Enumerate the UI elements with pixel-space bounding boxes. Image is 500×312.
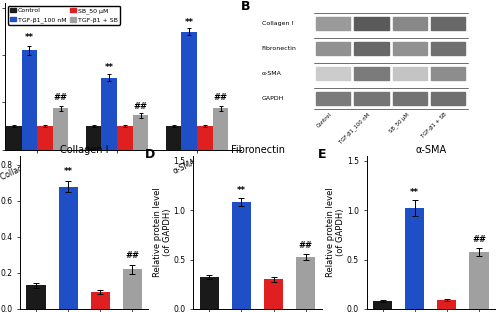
Bar <box>431 42 466 55</box>
Bar <box>26 285 46 309</box>
Bar <box>232 202 251 309</box>
Text: ##: ## <box>214 94 228 102</box>
Bar <box>393 42 427 55</box>
Bar <box>393 67 427 80</box>
Bar <box>296 256 316 309</box>
Text: α-SMA: α-SMA <box>262 71 281 76</box>
Bar <box>354 42 388 55</box>
Text: ##: ## <box>126 251 140 260</box>
Bar <box>373 301 392 309</box>
Legend: Control, TGF-β1_100 nM, SB_50 μM, TGF-β1 + SB: Control, TGF-β1_100 nM, SB_50 μM, TGF-β1… <box>8 6 120 25</box>
Bar <box>316 92 350 105</box>
Text: B: B <box>240 0 250 13</box>
Text: ##: ## <box>472 235 486 244</box>
Bar <box>37 126 53 150</box>
Bar <box>122 269 142 309</box>
Text: **: ** <box>105 63 114 72</box>
Bar <box>22 51 37 150</box>
Bar <box>437 300 456 309</box>
Bar <box>182 32 197 150</box>
Bar <box>354 67 388 80</box>
Bar <box>431 67 466 80</box>
Bar <box>117 126 133 150</box>
Bar <box>405 208 424 309</box>
Text: Control: Control <box>316 112 333 129</box>
Bar <box>431 17 466 30</box>
Text: Collagen I: Collagen I <box>262 21 293 26</box>
Text: **: ** <box>185 18 194 27</box>
Text: TGF-β1 + SB: TGF-β1 + SB <box>421 112 448 139</box>
Bar <box>393 92 427 105</box>
Text: D: D <box>144 149 155 161</box>
Bar <box>213 108 228 150</box>
Bar <box>393 17 427 30</box>
Bar <box>86 126 102 150</box>
Bar <box>316 17 350 30</box>
Text: E: E <box>318 149 326 161</box>
Bar <box>470 252 488 309</box>
Text: Fibronectin: Fibronectin <box>262 46 296 51</box>
Bar <box>316 67 350 80</box>
Bar <box>431 92 466 105</box>
Bar <box>354 17 388 30</box>
Text: TGF-β1_100 nM: TGF-β1_100 nM <box>338 112 372 145</box>
Text: ##: ## <box>298 241 312 250</box>
Title: Fibronectin: Fibronectin <box>230 145 284 155</box>
Bar <box>133 115 148 150</box>
Y-axis label: Relative protein level
(of GAPDH): Relative protein level (of GAPDH) <box>153 188 172 277</box>
Title: Collagen I: Collagen I <box>60 145 108 155</box>
Title: α-SMA: α-SMA <box>415 145 446 155</box>
Bar <box>58 187 78 309</box>
Text: **: ** <box>237 187 246 195</box>
Bar <box>166 126 182 150</box>
Bar <box>200 277 219 309</box>
Text: **: ** <box>25 33 34 42</box>
Text: ##: ## <box>54 94 68 102</box>
Bar <box>102 78 117 150</box>
Bar <box>264 279 283 309</box>
Bar <box>53 108 68 150</box>
Text: **: ** <box>410 188 420 197</box>
Text: **: ** <box>64 167 72 176</box>
Bar <box>90 292 110 309</box>
Bar <box>354 92 388 105</box>
Text: SB_50 μM: SB_50 μM <box>388 112 410 134</box>
Y-axis label: Relative protein level
(of GAPDH): Relative protein level (of GAPDH) <box>326 188 345 277</box>
Text: GAPDH: GAPDH <box>262 96 284 101</box>
Bar <box>316 42 350 55</box>
Bar <box>197 126 213 150</box>
Text: ##: ## <box>134 102 147 111</box>
Bar <box>6 126 22 150</box>
